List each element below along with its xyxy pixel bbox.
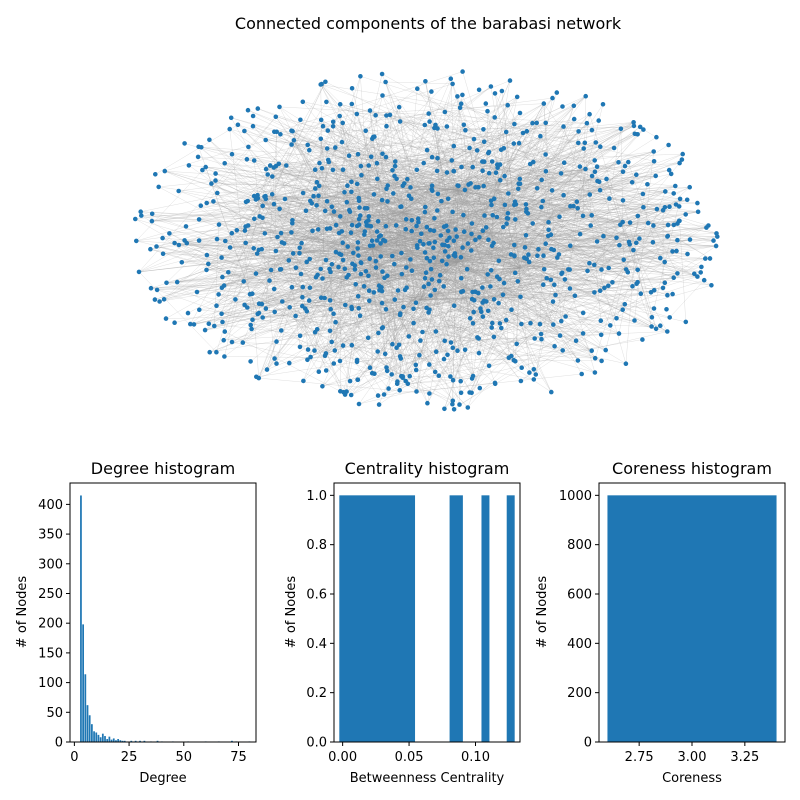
degree-histogram-bar — [99, 737, 102, 742]
degree-histogram-ytick-label: 350 — [38, 528, 63, 543]
centrality-histogram-frame — [333, 482, 521, 743]
coreness-histogram-xtick-label: 3.25 — [730, 750, 759, 765]
coreness-histogram-xtick-label: 2.75 — [625, 750, 654, 765]
centrality-histogram-ytick-label: 1.0 — [306, 489, 327, 504]
centrality-histogram-ytick-label: 0.0 — [306, 736, 327, 751]
centrality-histogram-xlabel: Betweenness Centrality — [350, 771, 505, 786]
degree-histogram-bar — [108, 736, 111, 742]
coreness-histogram-ytick-label: 800 — [567, 538, 592, 553]
degree-histogram-xtick-label: 50 — [176, 750, 193, 765]
centrality-histogram-ytick-label: 0.6 — [306, 588, 327, 603]
coreness-histogram-ytick-label: 1000 — [559, 489, 592, 504]
degree-histogram-bar — [115, 740, 117, 742]
centrality-histogram-bar — [449, 495, 463, 742]
degree-histogram-bar — [134, 740, 137, 742]
centrality-histogram: Centrality histogram 0.00 0.05 0.100.00.20… — [284, 459, 521, 786]
coreness-histogram-title: Coreness histogram — [612, 459, 772, 478]
degree-histogram-ytick-label: 250 — [38, 587, 63, 602]
degree-histogram-bar — [121, 740, 124, 742]
centrality-histogram-ticks: 0.00 0.05 0.10 0.0 0.2 0.4 0.6 0.8 1.0 — [306, 489, 490, 765]
degree-histogram-bar — [104, 736, 106, 742]
centrality-histogram-ytick-label: 0.2 — [306, 686, 327, 701]
degree-histogram-bar — [123, 740, 126, 742]
coreness-histogram-xtick-label: 3.00 — [678, 750, 707, 765]
degree-histogram-bar — [91, 724, 93, 742]
degree-histogram-bar — [156, 740, 159, 742]
degree-histogram-bar — [97, 734, 100, 742]
degree-histogram-bar — [93, 731, 95, 742]
centrality-histogram-bar — [339, 495, 416, 742]
degree-histogram-bar — [117, 739, 120, 742]
degree-histogram-xtick-label: 0 — [70, 750, 78, 765]
degree-histogram: Degree histogram 0 25 50 75 0 50 100 150 200 250 3… — [15, 459, 257, 786]
degree-histogram-bar — [82, 624, 84, 742]
centrality-histogram-title: Centrality histogram — [345, 459, 510, 478]
centrality-histogram-xtick-label: 0.10 — [461, 750, 490, 765]
degree-histogram-ylabel: # of Nodes — [15, 576, 30, 649]
coreness-histogram-ytick-label: 200 — [567, 686, 592, 701]
centrality-histogram-ytick-label: 0.4 — [306, 637, 327, 652]
coreness-histogram-ytick-label: 0 — [584, 736, 592, 751]
degree-histogram-ticks: 0 25 50 75 0 50 100 150 200 250 300 350 400 — [38, 498, 247, 765]
degree-histogram-bar — [139, 740, 141, 742]
degree-histogram-ytick-label: 300 — [38, 557, 63, 572]
degree-histogram-ytick-label: 50 — [46, 706, 63, 721]
centrality-histogram-xtick-label: 0.05 — [395, 750, 424, 765]
centrality-histogram-bars — [339, 495, 515, 742]
coreness-histogram-ytick-label: 600 — [567, 588, 592, 603]
degree-histogram-bar — [86, 705, 89, 742]
degree-histogram-ytick-label: 100 — [38, 676, 63, 691]
degree-histogram-xtick-label: 75 — [230, 750, 247, 765]
degree-histogram-bar — [101, 733, 104, 742]
coreness-histogram-frame — [598, 482, 786, 743]
degree-histogram-bar — [95, 732, 98, 742]
degree-histogram-bar — [231, 740, 233, 742]
degree-histogram-xlabel: Degree — [139, 771, 186, 786]
coreness-histogram-ytick-label: 400 — [567, 637, 592, 652]
degree-histogram-bars — [80, 495, 251, 742]
centrality-histogram-ytick-label: 0.8 — [306, 538, 327, 553]
degree-histogram-bar — [88, 715, 91, 742]
degree-histogram-ytick-label: 0 — [55, 736, 63, 751]
degree-histogram-bar — [84, 674, 87, 742]
coreness-histogram-xlabel: Coreness — [662, 771, 722, 786]
centrality-histogram-ylabel: # of Nodes — [284, 576, 299, 649]
degree-histogram-bar — [130, 740, 133, 742]
degree-histogram-bar — [80, 495, 82, 742]
degree-histogram-frame — [69, 482, 257, 743]
coreness-histogram-ylabel: # of Nodes — [535, 576, 550, 649]
coreness-histogram: Coreness histogram 2.75 3.00 3.25 0 200 400 60… — [535, 459, 786, 786]
degree-histogram-bar — [119, 740, 122, 742]
degree-histogram-bar — [106, 739, 109, 742]
network-graph — [132, 69, 720, 412]
degree-histogram-bar — [110, 739, 113, 742]
coreness-histogram-bar — [607, 495, 777, 742]
centrality-histogram-bar — [481, 495, 490, 742]
degree-histogram-ytick-label: 200 — [38, 617, 63, 632]
centrality-histogram-xtick-label: 0.00 — [328, 750, 357, 765]
degree-histogram-title: Degree histogram — [91, 459, 235, 478]
degree-histogram-ytick-label: 150 — [38, 646, 63, 661]
degree-histogram-xtick-label: 25 — [121, 750, 138, 765]
coreness-histogram-ticks: 2.75 3.00 3.25 0 200 400 600 800 1000 — [559, 489, 759, 765]
coreness-histogram-bars — [607, 495, 777, 742]
degree-histogram-ytick-label: 400 — [38, 498, 63, 513]
centrality-histogram-bar — [506, 495, 515, 742]
degree-histogram-bar — [143, 740, 146, 742]
degree-histogram-bar — [112, 738, 115, 742]
figure-title: Connected components of the barabasi net… — [235, 14, 622, 33]
